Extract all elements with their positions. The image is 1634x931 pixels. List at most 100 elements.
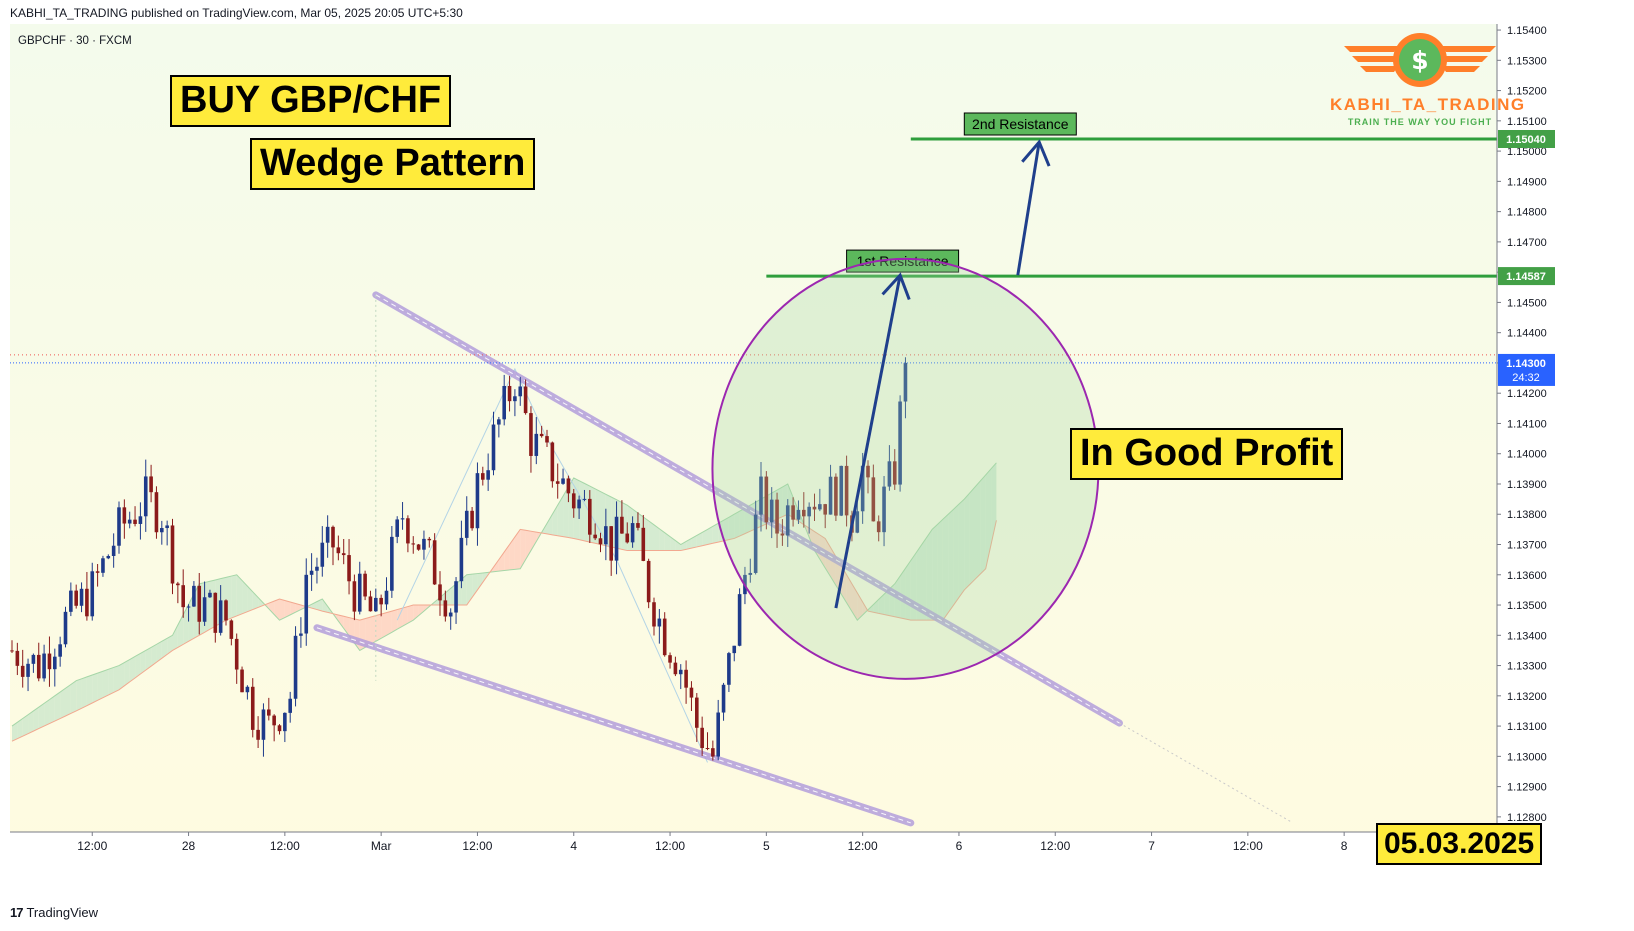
candle-body [320, 542, 325, 567]
candle-body [58, 644, 62, 657]
resistance-price-value-2: 1.15040 [1506, 134, 1546, 146]
candle-body [336, 547, 341, 554]
resistance-label-1: 1st Resistance [857, 253, 949, 269]
cloud-segment [322, 598, 328, 613]
candle-body [625, 533, 630, 543]
candle-body [593, 534, 597, 539]
candle-body [550, 442, 555, 482]
cloud-segment [942, 514, 949, 621]
bar-countdown: 24:32 [1512, 372, 1540, 384]
cloud-segment [723, 517, 729, 541]
cloud-segment [375, 614, 382, 642]
candle-body [834, 476, 838, 516]
cloud-segment [466, 574, 473, 606]
candle-body [657, 618, 662, 627]
cloud-segment [547, 514, 553, 535]
candle-body [160, 528, 164, 533]
candle-body [748, 572, 753, 575]
price-tick-label: 1.15000 [1507, 146, 1547, 158]
candle-body [497, 419, 501, 425]
cloud-segment [279, 598, 285, 621]
cloud-segment [65, 684, 71, 716]
candle-body [143, 476, 148, 517]
cloud-segment [242, 580, 248, 614]
tradingview-footer[interactable]: 17 TradingView [10, 905, 98, 920]
cloud-segment [290, 602, 296, 615]
candle-body [614, 516, 619, 561]
candle-body [384, 590, 389, 605]
candle-body [374, 597, 378, 612]
time-tick-label: 28 [182, 839, 196, 853]
time-tick-label: 12:00 [462, 839, 492, 853]
candle-body [15, 650, 20, 666]
cloud-segment [54, 692, 61, 722]
price-tick-label: 1.13000 [1507, 751, 1547, 763]
price-tick-label: 1.12900 [1507, 782, 1547, 794]
profit-label: In Good Profit [1070, 428, 1344, 480]
candle-body [256, 729, 260, 740]
candle-body [379, 597, 383, 605]
candle-body [700, 727, 704, 749]
time-axis[interactable]: 12:00 28 12:00 Mar 12:00 4 12:00 5 12:00 6 12:00 7 1… [0, 831, 1634, 868]
winged-dollar-icon: $ [1344, 33, 1496, 87]
cloud-segment [851, 583, 858, 621]
candle-body [202, 597, 207, 622]
candle-body [646, 560, 651, 603]
candle-body [229, 620, 234, 639]
candle-body [309, 570, 314, 575]
candle-body [518, 386, 523, 397]
cloud-segment [76, 678, 82, 711]
candle-body [630, 523, 635, 543]
candle-body [561, 478, 565, 484]
candle-body [304, 574, 309, 634]
resistance-price-badge-1 [1498, 267, 1555, 286]
candle-body [582, 498, 587, 500]
cloud-segment [156, 641, 162, 663]
candle-body [459, 537, 464, 582]
cloud-segment [664, 532, 671, 551]
candle-body [727, 653, 731, 685]
candle-body [261, 709, 266, 740]
cloud-segment [857, 592, 863, 621]
cloud-segment [654, 524, 660, 551]
time-tick-label: 7 [1148, 839, 1155, 853]
candle-body [652, 602, 656, 627]
candle-body [545, 436, 549, 443]
candle-body [684, 669, 688, 688]
candle-body [513, 396, 517, 402]
candle-body [529, 413, 533, 456]
candle-body [839, 465, 844, 516]
candle-body [186, 606, 191, 608]
cloud-segment [338, 614, 344, 629]
candle-body [106, 555, 111, 559]
time-tick-label: 6 [956, 839, 963, 853]
symbol-info[interactable]: GBPCHF · 30 · FXCM [18, 35, 132, 47]
price-tick-label: 1.13100 [1507, 721, 1547, 733]
candle-body [36, 654, 41, 679]
candle-body [411, 543, 416, 545]
cloud-segment [247, 586, 253, 612]
candle-body [234, 638, 239, 670]
cloud-segment [493, 559, 499, 572]
price-tick-label: 1.13400 [1507, 630, 1547, 642]
price-tick-label: 1.14900 [1507, 176, 1547, 188]
candle-body [277, 725, 282, 732]
candle-body [539, 433, 544, 437]
candle-body [577, 499, 581, 509]
cloud-segment [969, 487, 975, 585]
price-tick-label: 1.12800 [1507, 812, 1547, 824]
candle-body [764, 476, 769, 523]
candle-body [283, 712, 287, 732]
price-tick-label: 1.14400 [1507, 328, 1547, 340]
candle-body [481, 473, 485, 480]
candle-body [149, 476, 153, 493]
candle-body [272, 715, 276, 726]
candle-body [802, 509, 806, 517]
candle-body [245, 686, 250, 693]
cloud-segment [675, 540, 681, 551]
candle-body [785, 505, 790, 536]
price-tick-label: 1.13700 [1507, 540, 1547, 552]
candle-body [609, 526, 613, 561]
candle-body [887, 461, 892, 487]
